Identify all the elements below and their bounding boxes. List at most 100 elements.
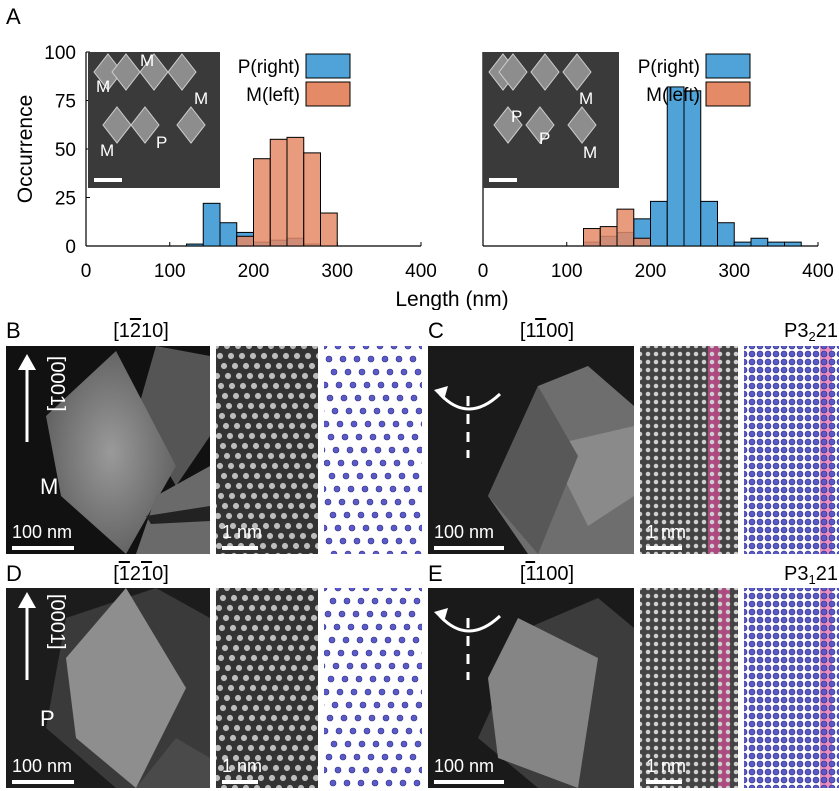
model-atom	[780, 534, 788, 542]
atom-column	[222, 724, 230, 732]
model-atom	[744, 696, 748, 704]
x-tick-label: 300	[321, 261, 353, 282]
atom-column	[216, 744, 222, 752]
model-atom	[756, 736, 764, 744]
atom-column	[231, 362, 239, 370]
atom-column	[274, 442, 282, 450]
atom-column	[725, 617, 731, 623]
model-atom	[748, 510, 756, 518]
atom-column	[709, 439, 715, 445]
atom-column	[228, 654, 236, 662]
atom-column	[254, 644, 262, 652]
atom-column	[313, 402, 318, 410]
atom-column	[235, 774, 243, 782]
model-atom	[413, 597, 421, 605]
model-atom	[400, 740, 408, 748]
atom-column	[701, 713, 707, 719]
atom-column	[685, 503, 691, 509]
atom-column	[653, 769, 659, 775]
model-atom	[387, 407, 395, 415]
model-atom	[376, 588, 384, 592]
atom-column	[232, 502, 240, 510]
atom-column	[709, 495, 715, 501]
model-atom	[744, 664, 748, 672]
atom-column	[242, 472, 250, 480]
atom-column	[733, 431, 738, 437]
atom-column	[293, 462, 301, 470]
atom-column	[717, 535, 723, 541]
model-atom	[788, 696, 796, 704]
atom-column	[653, 511, 659, 517]
model-atom	[788, 712, 796, 720]
atom-column	[275, 552, 281, 554]
model-atom	[828, 414, 836, 422]
model-atom	[764, 784, 772, 788]
model-atom	[804, 382, 812, 390]
model-atom	[772, 648, 780, 656]
atom-column	[709, 455, 715, 461]
model-atom	[812, 768, 820, 776]
atom-column	[677, 351, 683, 357]
bar-mleft	[303, 152, 321, 247]
atom-column	[645, 351, 651, 357]
model-atom	[828, 588, 836, 592]
model-atom	[820, 366, 828, 374]
atom-column	[645, 681, 651, 687]
model-atom	[744, 350, 748, 358]
y-tick-label: 25	[55, 189, 76, 210]
atom-column	[685, 588, 691, 591]
atom-column	[725, 527, 731, 533]
atom-column	[216, 694, 220, 702]
model-atom	[362, 346, 370, 350]
atom-column	[733, 463, 738, 469]
model-atom	[804, 430, 812, 438]
atom-column	[216, 423, 219, 429]
atom-column	[725, 705, 731, 711]
model-atom	[411, 675, 419, 683]
atom-column	[685, 535, 691, 541]
atom-column	[269, 634, 277, 642]
atom-column	[709, 633, 715, 639]
model-atom	[756, 430, 764, 438]
model-atom	[828, 728, 836, 736]
atom-column	[640, 351, 643, 357]
model-atom	[772, 664, 780, 672]
atom-column	[263, 594, 271, 602]
atom-column	[287, 502, 295, 510]
model-atom	[364, 688, 372, 696]
atom-column	[725, 729, 731, 735]
model-atom	[756, 534, 764, 542]
model-atom	[748, 422, 756, 430]
model-atom	[812, 600, 820, 608]
atom-column	[685, 383, 691, 389]
atom-column	[733, 375, 738, 381]
atom-column	[661, 617, 667, 623]
panel-label-c: C	[428, 318, 444, 343]
atom-column	[645, 737, 651, 743]
atom-column	[661, 375, 667, 381]
model-atom	[796, 398, 804, 406]
model-atom	[780, 382, 788, 390]
atom-column	[661, 447, 667, 453]
atom-column	[677, 439, 683, 445]
atom-column	[693, 721, 699, 727]
model-atom	[772, 534, 780, 542]
atom-column	[685, 769, 691, 775]
atom-column	[247, 402, 255, 410]
bar-mleft	[599, 226, 618, 247]
model-atom	[416, 662, 422, 670]
model-atom	[772, 478, 780, 486]
atom-column	[269, 402, 277, 410]
model-atom	[820, 526, 828, 534]
model-atom	[828, 696, 836, 704]
atom-column	[645, 697, 651, 703]
atom-column	[653, 713, 659, 719]
atom-column	[282, 462, 290, 470]
model-atom	[788, 752, 796, 760]
atom-column	[733, 729, 738, 735]
model-atom	[324, 420, 330, 428]
atom-column	[264, 472, 272, 480]
model-atom	[356, 636, 364, 644]
bar-mleft	[286, 136, 305, 247]
